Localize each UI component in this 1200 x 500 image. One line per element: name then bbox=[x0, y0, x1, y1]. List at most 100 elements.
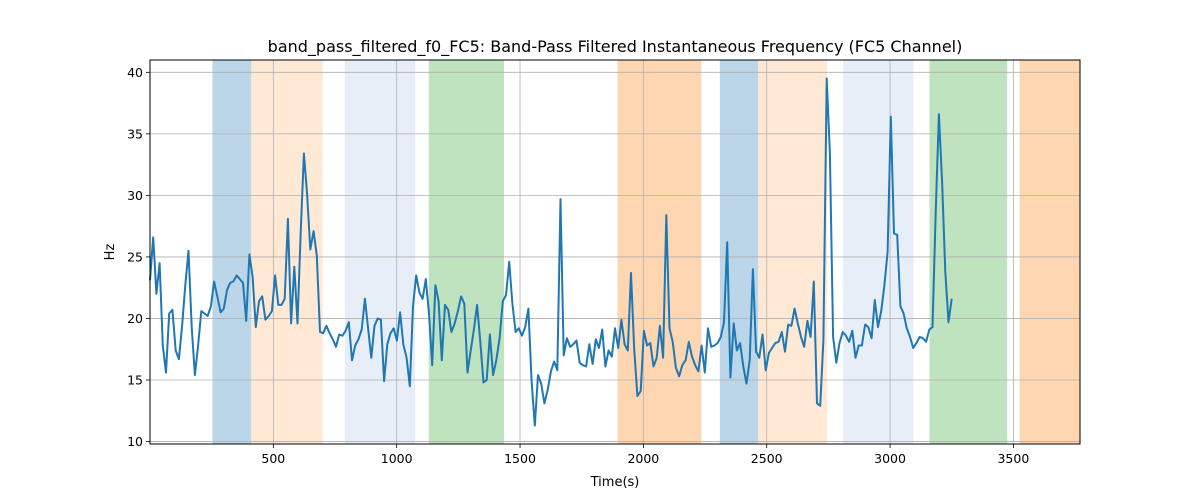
data-point-45 bbox=[293, 266, 295, 268]
data-point-180 bbox=[726, 241, 728, 243]
data-point-230 bbox=[887, 251, 889, 253]
data-point-207 bbox=[813, 281, 815, 283]
data-point-83 bbox=[415, 274, 417, 276]
data-point-212 bbox=[829, 153, 831, 155]
data-point-9 bbox=[178, 358, 180, 360]
data-point-242 bbox=[925, 341, 927, 343]
x-axis-label: Time(s) bbox=[590, 475, 640, 490]
data-point-3 bbox=[159, 262, 161, 264]
data-point-193 bbox=[768, 352, 770, 354]
data-point-21 bbox=[216, 295, 218, 297]
data-point-80 bbox=[406, 357, 408, 359]
x-tick-label-3500: 3500 bbox=[997, 451, 1029, 466]
data-point-160 bbox=[662, 357, 664, 359]
data-point-185 bbox=[742, 365, 744, 367]
data-point-25 bbox=[229, 282, 231, 284]
data-point-231 bbox=[890, 116, 892, 118]
x-tick-label-500: 500 bbox=[261, 451, 285, 466]
data-point-221 bbox=[858, 345, 860, 347]
data-point-85 bbox=[422, 298, 424, 300]
data-point-90 bbox=[438, 300, 440, 302]
data-point-98 bbox=[463, 303, 465, 305]
x-tick-label-3000: 3000 bbox=[874, 451, 906, 466]
data-point-7 bbox=[171, 309, 173, 311]
shaded-band-4 bbox=[428, 60, 504, 444]
data-point-38 bbox=[271, 310, 273, 312]
data-point-95 bbox=[454, 322, 456, 324]
data-point-229 bbox=[883, 284, 885, 286]
data-point-199 bbox=[787, 324, 789, 326]
data-point-87 bbox=[428, 313, 430, 315]
data-point-34 bbox=[258, 300, 260, 302]
series-layer bbox=[149, 77, 953, 427]
data-point-28 bbox=[239, 278, 241, 280]
data-point-54 bbox=[322, 332, 324, 334]
data-point-114 bbox=[515, 331, 517, 333]
data-point-60 bbox=[341, 335, 343, 337]
data-point-211 bbox=[826, 77, 828, 79]
data-point-192 bbox=[765, 369, 767, 371]
data-point-144 bbox=[611, 356, 613, 358]
data-point-163 bbox=[672, 341, 674, 343]
x-tick-label-2000: 2000 bbox=[627, 451, 659, 466]
data-point-68 bbox=[367, 327, 369, 329]
data-point-189 bbox=[755, 351, 757, 353]
data-point-186 bbox=[745, 383, 747, 385]
data-point-157 bbox=[652, 365, 654, 367]
data-point-243 bbox=[928, 329, 930, 331]
data-point-84 bbox=[418, 292, 420, 294]
data-point-240 bbox=[919, 336, 921, 338]
data-point-170 bbox=[694, 364, 696, 366]
data-point-102 bbox=[476, 304, 478, 306]
data-point-94 bbox=[450, 331, 452, 333]
data-point-99 bbox=[466, 372, 468, 374]
data-point-75 bbox=[390, 332, 392, 334]
data-point-59 bbox=[338, 333, 340, 335]
data-point-36 bbox=[264, 319, 266, 321]
data-point-37 bbox=[268, 315, 270, 317]
data-point-169 bbox=[691, 356, 693, 358]
data-point-147 bbox=[620, 319, 622, 321]
data-point-198 bbox=[784, 351, 786, 353]
data-point-190 bbox=[758, 357, 760, 359]
data-point-58 bbox=[335, 346, 337, 348]
data-point-116 bbox=[521, 335, 523, 337]
data-point-203 bbox=[800, 336, 802, 338]
data-point-246 bbox=[938, 113, 940, 115]
data-point-62 bbox=[348, 321, 350, 323]
data-point-105 bbox=[486, 379, 488, 381]
data-point-137 bbox=[588, 343, 590, 345]
x-tick-label-1500: 1500 bbox=[504, 451, 536, 466]
data-point-6 bbox=[168, 313, 170, 315]
data-point-10 bbox=[181, 325, 183, 327]
data-point-108 bbox=[495, 359, 497, 361]
data-point-195 bbox=[774, 342, 776, 344]
data-point-70 bbox=[373, 325, 375, 327]
data-point-128 bbox=[559, 198, 561, 200]
data-point-237 bbox=[909, 336, 911, 338]
y-axis-label: Hz bbox=[103, 244, 118, 261]
data-point-132 bbox=[572, 343, 574, 345]
data-point-182 bbox=[733, 322, 735, 324]
data-point-151 bbox=[633, 348, 635, 350]
data-point-26 bbox=[232, 281, 234, 283]
data-point-216 bbox=[842, 331, 844, 333]
data-point-48 bbox=[303, 153, 305, 155]
data-point-168 bbox=[688, 341, 690, 343]
shaded-band-8 bbox=[843, 60, 914, 444]
data-point-56 bbox=[329, 332, 331, 334]
data-point-238 bbox=[912, 347, 914, 349]
data-point-50 bbox=[309, 249, 311, 251]
data-point-154 bbox=[643, 330, 645, 332]
data-point-24 bbox=[226, 289, 228, 291]
data-point-166 bbox=[681, 364, 683, 366]
data-point-134 bbox=[579, 362, 581, 364]
data-point-120 bbox=[534, 425, 536, 427]
data-point-124 bbox=[547, 389, 549, 391]
data-point-201 bbox=[794, 308, 796, 310]
data-point-143 bbox=[608, 349, 610, 351]
data-point-232 bbox=[893, 233, 895, 235]
data-point-175 bbox=[710, 346, 712, 348]
